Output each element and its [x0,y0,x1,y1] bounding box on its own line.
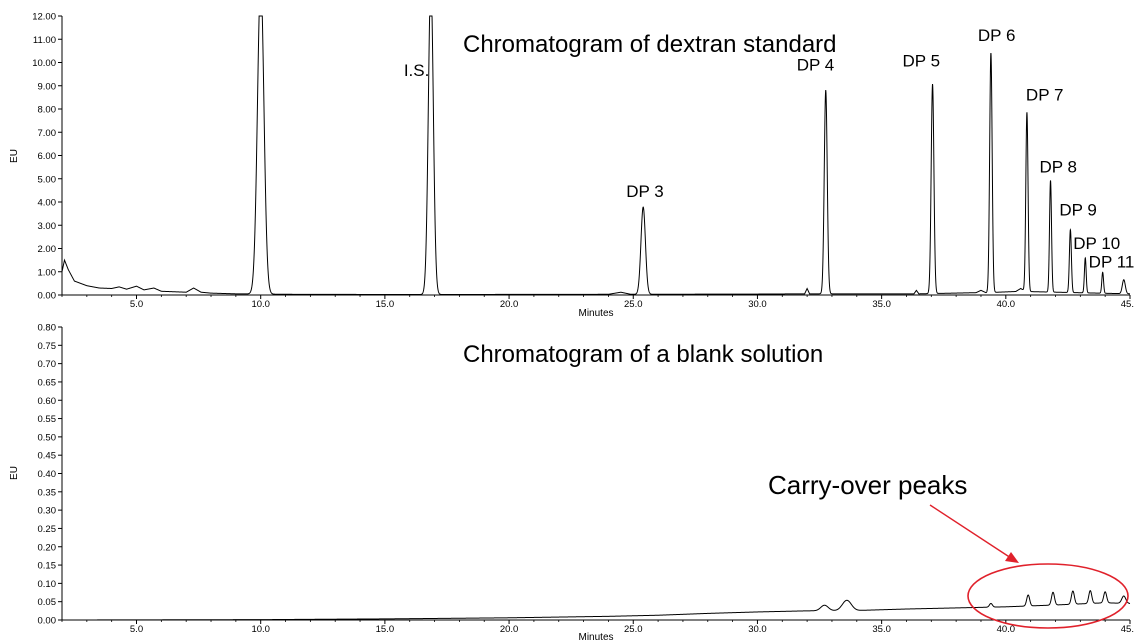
bottom-x-tick-label: 40.0 [997,624,1016,635]
top-axis-ticks: 5.0 10.0 15.0 20.0 25.0 30.0 35.0 40.0 45.0 0.00 1… [32,12,1134,311]
bottom-y-tick-label: 0.45 [38,451,57,462]
top-y-tick-label: 3.00 [38,221,57,232]
carry-over-arrow-head [1005,552,1019,563]
top-x-tick-label: 40.0 [997,299,1016,310]
top-y-tick-label: 5.00 [38,174,57,185]
dextran-standard-chart: 5.0 10.0 15.0 20.0 25.0 30.0 35.0 40.0 45.0 0.00 1… [9,12,1134,320]
top-y-tick-label: 12.00 [32,12,56,23]
carry-over-label: Carry-over peaks [768,470,967,500]
top-y-tick-label: 11.00 [33,35,56,46]
bottom-x-tick-label: 15.0 [376,624,395,635]
carry-over-annotation: Carry-over peaks [768,470,1129,629]
bottom-x-tick-label: 5.0 [130,624,143,635]
top-y-tick-label: 8.00 [38,105,57,116]
top-y-tick-label: 7.00 [38,128,57,139]
carry-over-ellipse [967,563,1129,629]
bottom-y-tick-label: 0.75 [38,341,57,352]
bottom-y-tick-label: 0.10 [38,579,57,590]
bottom-x-axis-label: Minutes [578,632,613,642]
bottom-y-tick-label: 0.55 [38,414,57,425]
top-x-tick-label: 30.0 [748,299,767,310]
bottom-y-tick-label: 0.30 [38,506,57,517]
peak-label: DP 8 [1040,157,1078,176]
bottom-x-tick-label: 20.0 [500,624,519,635]
top-y-axis-label: EU [9,149,20,163]
peak-label: DP 6 [978,26,1016,45]
top-peak-labels: I.S. DP 3 DP 4 DP 5 DP 6 DP 7 DP 8 DP 9 DP 10DP … [404,26,1134,271]
bottom-chromatogram-trace [62,590,1131,621]
peak-label: DP 7 [1026,86,1064,105]
top-y-tick-label: 1.00 [38,267,57,278]
bottom-y-tick-label: 0.05 [38,597,57,608]
bottom-axis-ticks: 5.0 10.0 15.0 20.0 25.0 30.0 35.0 40.0 45.0 0.00 0… [38,323,1134,636]
bottom-y-tick-label: 0.80 [38,323,57,334]
peak-label: DP 11 [1089,252,1134,271]
top-x-tick-label: 25.0 [624,299,643,310]
bottom-y-tick-label: 0.35 [38,487,57,498]
bottom-y-tick-label: 0.40 [38,469,57,480]
top-y-tick-label: 2.00 [38,244,57,255]
top-chart-title: Chromatogram of dextran standard [463,31,837,58]
top-y-tick-label: 6.00 [38,151,57,162]
bottom-y-tick-label: 0.20 [38,542,57,553]
bottom-x-tick-label: 45.0 [1121,624,1134,635]
peak-label: DP 9 [1059,201,1097,220]
top-y-tick-label: 0.00 [38,291,57,302]
top-x-tick-label: 15.0 [376,299,395,310]
bottom-x-tick-label: 25.0 [624,624,643,635]
peak-label: I.S. [404,61,430,80]
top-y-tick-label: 4.00 [38,198,57,209]
top-x-tick-label: 20.0 [500,299,519,310]
bottom-chart-title: Chromatogram of a blank solution [463,341,823,368]
top-y-tick-label: 9.00 [38,81,57,92]
bottom-x-tick-label: 30.0 [748,624,767,635]
top-y-tick-label: 10.00 [32,58,56,69]
bottom-y-tick-label: 0.15 [38,561,57,572]
top-x-tick-label: 45.0 [1121,299,1134,310]
bottom-y-axis-label: EU [9,466,20,480]
peak-label: DP 5 [903,51,941,70]
top-x-tick-label: 10.0 [251,299,270,310]
carry-over-arrow-shaft [929,504,1015,561]
bottom-x-tick-label: 10.0 [251,624,270,635]
peak-label: DP 3 [626,182,664,201]
blank-solution-chart: 5.0 10.0 15.0 20.0 25.0 30.0 35.0 40.0 45.0 0.00 0… [9,323,1134,642]
peak-label: DP 10 [1073,234,1120,253]
peak-label: DP 4 [797,55,835,74]
top-x-tick-label: 35.0 [872,299,891,310]
bottom-y-tick-label: 0.70 [38,359,57,370]
bottom-y-tick-label: 0.25 [38,524,57,535]
bottom-y-tick-label: 0.50 [38,432,57,443]
bottom-x-tick-label: 35.0 [872,624,891,635]
bottom-y-tick-label: 0.60 [38,396,57,407]
top-x-axis-label: Minutes [578,308,613,319]
bottom-y-tick-label: 0.00 [38,616,57,627]
top-chromatogram-trace [61,15,1131,296]
bottom-y-tick-label: 0.65 [38,377,57,388]
top-x-tick-label: 5.0 [130,299,143,310]
